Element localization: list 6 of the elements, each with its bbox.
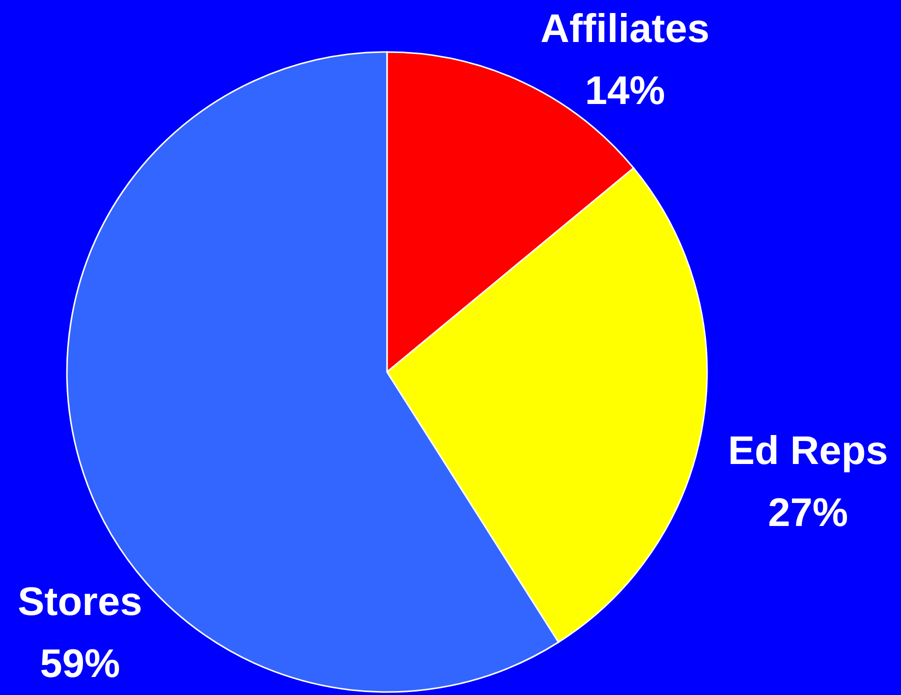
slice-label: Stores [18,580,142,624]
data-label: 14% [584,69,666,113]
slice-label: Affiliates [540,7,710,51]
slice-label: Ed Reps [728,429,888,473]
data-label: 27% [768,491,848,535]
data-label: 59% [40,642,120,686]
